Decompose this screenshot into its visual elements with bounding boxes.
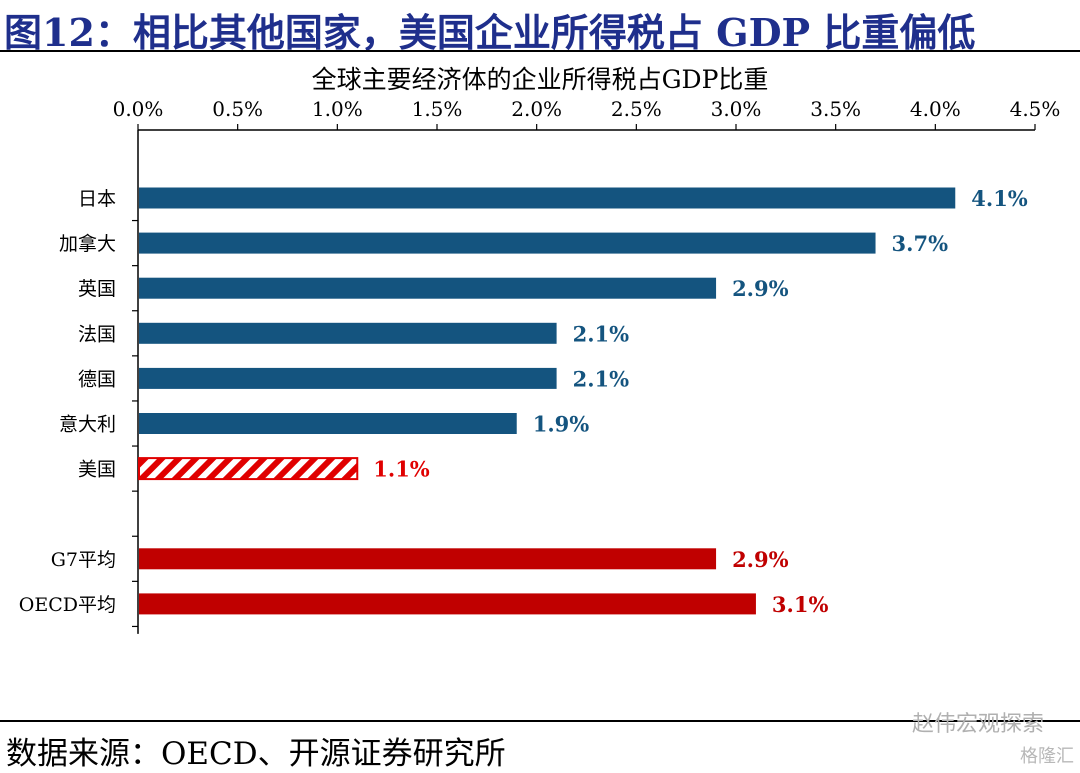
category-label: 美国 xyxy=(78,459,116,481)
category-label: OECD平均 xyxy=(19,594,116,616)
bar xyxy=(139,548,717,570)
data-label: 2.9% xyxy=(732,276,789,301)
category-label: 英国 xyxy=(78,278,116,300)
category-label: G7平均 xyxy=(51,549,116,571)
chart-title: 全球主要经济体的企业所得税占GDP比重 xyxy=(312,65,769,94)
data-label: 4.1% xyxy=(971,186,1028,211)
bar xyxy=(139,593,756,615)
x-tick-label: 3.0% xyxy=(711,97,762,121)
x-tick-label: 4.0% xyxy=(910,97,961,121)
bar xyxy=(139,322,557,344)
data-label: 3.7% xyxy=(892,231,949,256)
category-label: 加拿大 xyxy=(59,232,116,255)
x-tick-label: 2.5% xyxy=(611,97,662,121)
bar xyxy=(139,187,956,209)
x-tick-label: 0.0% xyxy=(113,97,164,121)
bar xyxy=(139,413,517,434)
watermark-secondary: 格隆汇 xyxy=(1020,746,1074,767)
source-note: 数据来源：OECD、开源证券研究所 xyxy=(6,736,506,772)
figure-header: 图12：相比其他国家，美国企业所得税占 GDP 比重偏低 xyxy=(0,0,1080,55)
x-tick-label: 4.5% xyxy=(1010,97,1061,121)
bar xyxy=(139,232,876,254)
x-tick-label: 1.0% xyxy=(312,97,363,121)
data-label: 2.1% xyxy=(573,366,630,391)
data-label: 1.9% xyxy=(533,412,590,437)
x-tick-label: 2.0% xyxy=(511,97,562,121)
data-label: 1.1% xyxy=(373,457,430,482)
category-label: 法国 xyxy=(78,323,116,345)
chart-container: 全球主要经济体的企业所得税占GDP比重 0.0% 0.5% 1.0% 1.5% 2.0%… xyxy=(0,56,1080,716)
bar xyxy=(138,457,359,481)
bar-chart: 全球主要经济体的企业所得税占GDP比重 0.0% 0.5% 1.0% 1.5% 2.0%… xyxy=(19,65,1061,634)
data-label: 2.9% xyxy=(732,547,789,572)
figure-title: 图12：相比其他国家，美国企业所得税占 GDP 比重偏低 xyxy=(4,10,976,55)
data-label: 2.1% xyxy=(573,321,630,346)
bar xyxy=(139,277,717,299)
data-label: 3.1% xyxy=(772,592,829,617)
bar xyxy=(139,367,557,389)
category-label: 日本 xyxy=(78,188,116,210)
top-rule xyxy=(0,50,1080,52)
category-label: 德国 xyxy=(78,368,116,390)
bottom-rule xyxy=(0,720,1080,722)
x-tick-label: 0.5% xyxy=(212,97,263,121)
watermark: 赵伟宏观探索 xyxy=(911,712,1044,737)
x-tick-label: 3.5% xyxy=(810,97,861,121)
category-label: 意大利 xyxy=(59,414,116,436)
x-tick-label: 1.5% xyxy=(412,97,463,121)
